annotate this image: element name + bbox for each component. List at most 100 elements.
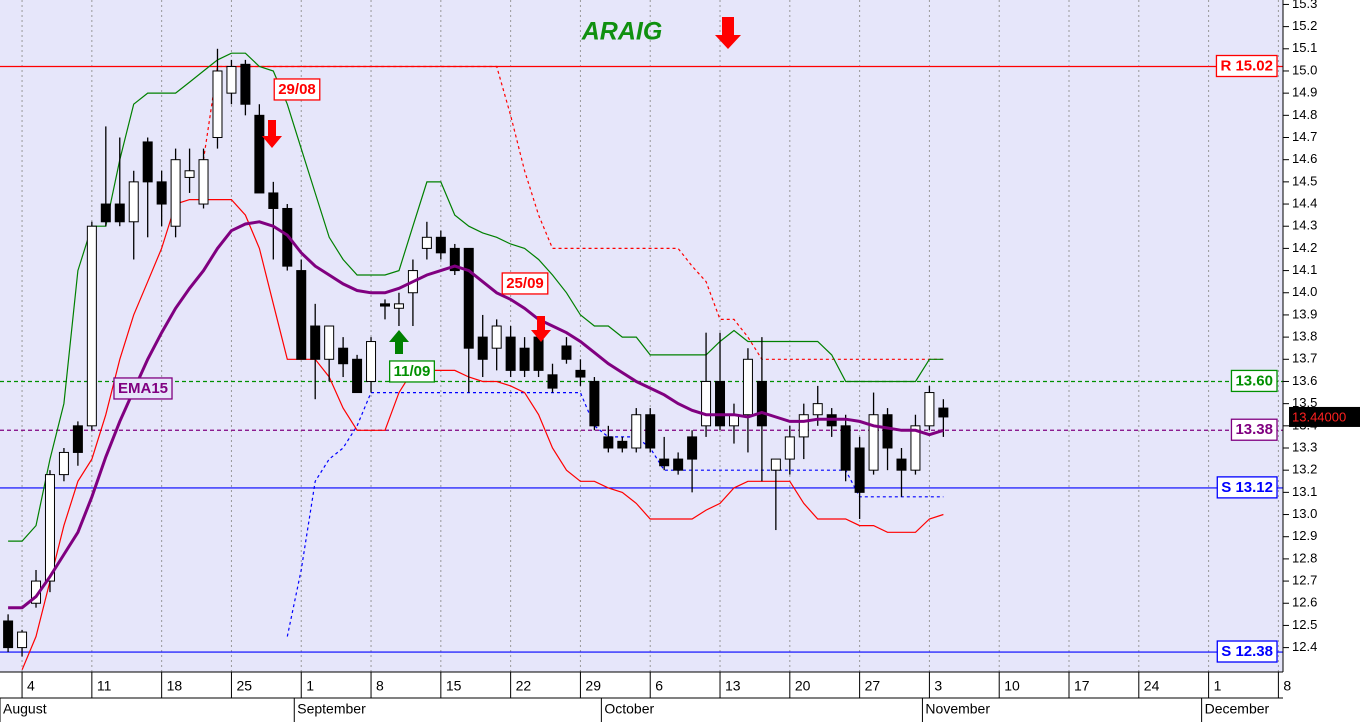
month-label: October <box>604 701 654 717</box>
plot-area <box>0 0 1283 672</box>
x-tick-label: 18 <box>167 678 183 694</box>
candle-body <box>645 414 656 449</box>
last-price-box <box>1289 406 1360 427</box>
last-price-label: 13.44000 <box>1292 409 1346 424</box>
y-tick-label: 13.3 <box>1292 439 1317 454</box>
y-tick-label: 14.4 <box>1292 195 1317 210</box>
candle-body <box>142 141 153 183</box>
candle-body <box>100 203 111 223</box>
candle-body <box>756 380 767 427</box>
candle-body <box>687 436 698 460</box>
candle-body <box>519 347 530 371</box>
label: S 12.38 <box>1221 643 1273 660</box>
signal-arrow <box>715 17 741 49</box>
x-tick-label: 22 <box>516 678 532 694</box>
signal-arrow <box>262 120 282 148</box>
candle-body <box>868 414 879 471</box>
label-box <box>501 272 549 295</box>
signal-arrow <box>531 316 551 342</box>
candle-body <box>910 425 921 471</box>
candle-body <box>882 414 893 449</box>
series-line <box>8 52 944 542</box>
candle-body <box>715 380 726 427</box>
y-tick-label: 13.2 <box>1292 462 1317 477</box>
y-tick-label: 15.3 <box>1292 0 1317 11</box>
x-tick-label: 27 <box>865 678 881 694</box>
y-tick-label: 15.1 <box>1292 40 1317 55</box>
x-tick-label: 20 <box>795 678 811 694</box>
y-tick-label: 12.8 <box>1292 550 1317 565</box>
candle-body <box>701 380 712 427</box>
label: R 15.02 <box>1220 58 1273 75</box>
candle-body <box>770 458 781 471</box>
candle-body <box>198 159 209 205</box>
month-label: December <box>1205 701 1270 717</box>
series-line <box>286 392 944 637</box>
x-tick-label: 15 <box>446 678 462 694</box>
label-box <box>1215 54 1278 78</box>
candle-body <box>798 414 809 438</box>
candle-body <box>659 458 670 467</box>
candle-body <box>784 436 795 460</box>
x-tick-label: 8 <box>376 678 384 694</box>
y-tick-label: 15.0 <box>1292 62 1317 77</box>
signal-arrow <box>389 330 409 354</box>
label-box <box>1216 640 1278 663</box>
y-tick-label: 14.3 <box>1292 218 1317 233</box>
candle-body <box>603 436 614 449</box>
candle-body <box>86 225 97 427</box>
x-tick-label: 6 <box>655 678 663 694</box>
label: S 13.12 <box>1221 479 1273 496</box>
candle-body <box>170 159 181 227</box>
month-label: September <box>297 701 366 717</box>
y-tick-label: 14.9 <box>1292 85 1317 100</box>
label-box <box>388 360 436 383</box>
candle-body <box>240 63 251 105</box>
x-tick-label: 4 <box>27 678 35 694</box>
candle-body <box>533 336 544 371</box>
candle-body <box>435 236 446 254</box>
candle-body <box>17 631 28 649</box>
y-tick-label: 13.8 <box>1292 329 1317 344</box>
candle-body <box>324 325 335 360</box>
x-tick-label: 17 <box>1074 678 1090 694</box>
candle-body <box>491 325 502 349</box>
candle-body <box>254 114 265 194</box>
x-tick-label: 25 <box>236 678 252 694</box>
candle-body <box>128 181 139 223</box>
y-tick-label: 13.7 <box>1292 351 1317 366</box>
y-tick-label: 12.4 <box>1292 639 1317 654</box>
x-tick-label: 3 <box>934 678 942 694</box>
candle-body <box>393 303 404 309</box>
x-tick-label: 1 <box>1214 678 1222 694</box>
candle-body <box>631 414 642 449</box>
label: 13.60 <box>1235 372 1273 389</box>
x-tick-label: 11 <box>97 678 112 694</box>
candle-body <box>742 358 753 416</box>
series-line <box>8 220 944 610</box>
y-tick-label: 14.1 <box>1292 262 1317 277</box>
label-box <box>1216 476 1278 499</box>
y-tick-label: 12.7 <box>1292 573 1317 588</box>
candle-body <box>338 347 349 365</box>
plot-layer <box>0 0 1283 672</box>
y-tick-label: 14.8 <box>1292 107 1317 122</box>
series-line <box>202 65 944 360</box>
x-tick-label: 29 <box>585 678 601 694</box>
candle-body <box>547 374 558 389</box>
candle-body <box>72 425 83 453</box>
candle-body <box>840 425 851 471</box>
y-tick-label: 14.0 <box>1292 284 1317 299</box>
y-tick-label: 13.5 <box>1292 395 1317 410</box>
candle-body <box>226 66 237 94</box>
y-tick-label: 12.5 <box>1292 617 1317 632</box>
y-tick-label: 14.2 <box>1292 240 1317 255</box>
candle-body <box>575 369 586 378</box>
candle-body <box>617 440 628 449</box>
x-tick-label: 24 <box>1144 678 1160 694</box>
y-tick-label: 12.6 <box>1292 595 1317 610</box>
label-box <box>273 78 321 101</box>
candle-body <box>896 458 907 471</box>
y-tick-label: 14.5 <box>1292 173 1317 188</box>
